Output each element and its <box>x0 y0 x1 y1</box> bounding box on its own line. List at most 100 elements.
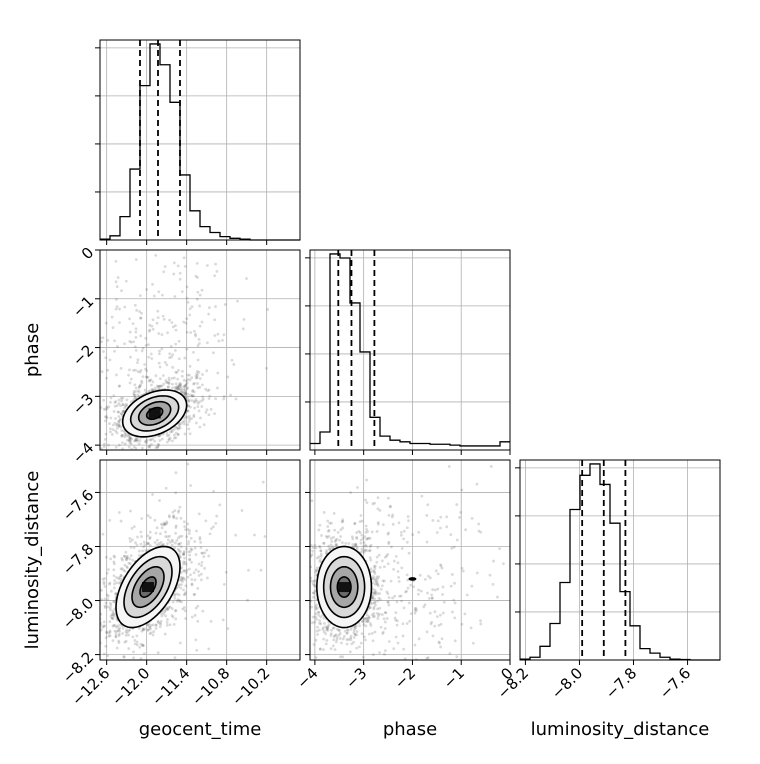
scatter-point <box>425 514 429 517</box>
scatter-point <box>156 385 160 389</box>
scatter-point <box>186 542 190 546</box>
scatter-point <box>113 614 116 618</box>
scatter-point <box>165 606 169 610</box>
scatter-point <box>242 317 246 321</box>
scatter-point <box>117 415 121 418</box>
scatter-point <box>208 394 212 398</box>
scatter-point <box>103 597 107 601</box>
scatter-point <box>317 544 321 548</box>
scatter-point <box>373 593 377 596</box>
scatter-point <box>355 531 359 535</box>
contour-line <box>131 565 165 609</box>
scatter-point <box>127 439 131 443</box>
scatter-point <box>498 547 502 551</box>
scatter-point <box>363 548 367 552</box>
scatter-point <box>138 385 141 389</box>
x-axis-label-luminosity_distance: luminosity_distance <box>531 719 710 740</box>
scatter-point <box>312 595 316 599</box>
scatter-point <box>394 618 398 622</box>
scatter-point <box>170 377 174 380</box>
scatter-point <box>196 586 200 590</box>
scatter-point <box>330 540 334 543</box>
scatter-point <box>174 425 178 429</box>
scatter-point <box>222 333 226 337</box>
scatter-point <box>187 540 191 543</box>
scatter-point <box>180 571 183 574</box>
scatter-point <box>102 652 106 656</box>
scatter-point <box>380 559 384 563</box>
scatter-point <box>205 341 209 345</box>
scatter-point <box>364 619 367 623</box>
scatter-point <box>163 523 167 527</box>
scatter-point <box>177 388 180 391</box>
scatter-point <box>194 374 198 378</box>
scatter-point <box>123 569 127 573</box>
scatter-point <box>326 625 330 628</box>
scatter-point <box>177 357 181 361</box>
scatter-point <box>325 549 329 552</box>
scatter-point <box>196 382 199 385</box>
scatter-point <box>117 511 121 514</box>
scatter-point <box>430 593 434 597</box>
scatter-point <box>431 588 435 592</box>
scatter-point <box>245 277 248 280</box>
scatter-point <box>100 406 103 409</box>
scatter-point <box>107 443 111 447</box>
scatter-point <box>420 494 424 498</box>
scatter-point <box>365 478 368 482</box>
scatter-point <box>373 601 376 605</box>
scatter-point <box>163 632 167 636</box>
scatter-point <box>114 307 118 311</box>
scatter-point <box>112 568 116 572</box>
scatter-point <box>158 377 162 381</box>
scatter-point <box>100 588 103 592</box>
scatter-point <box>158 621 162 625</box>
scatter-point <box>433 610 437 614</box>
scatter-point <box>132 392 136 395</box>
x-tick-label: −4 <box>293 664 321 692</box>
scatter-point <box>132 525 136 528</box>
scatter-point <box>479 622 483 626</box>
scatter-point <box>177 509 181 513</box>
scatter-point <box>448 652 452 655</box>
scatter-point <box>154 531 158 535</box>
scatter-point <box>147 379 151 383</box>
scatter-point <box>139 316 143 320</box>
scatter-point <box>372 605 376 609</box>
scatter-point <box>132 650 135 654</box>
scatter-point <box>109 396 113 400</box>
scatter-point <box>168 605 172 609</box>
scatter-point <box>371 595 375 599</box>
scatter-point <box>318 546 322 549</box>
scatter-point <box>165 381 168 384</box>
scatter-point <box>193 593 197 596</box>
scatter-point <box>359 641 363 645</box>
scatter-point <box>118 384 121 388</box>
scatter-point <box>373 591 377 595</box>
scatter-point <box>176 598 180 602</box>
histogram-step-geocent_time <box>100 43 300 241</box>
scatter-point <box>150 443 153 446</box>
scatter-point <box>148 537 152 540</box>
scatter-point <box>133 439 137 443</box>
scatter-point <box>125 628 129 632</box>
scatter-point <box>157 434 161 438</box>
scatter-point <box>192 329 196 333</box>
scatter-point <box>427 597 431 600</box>
scatter-point <box>182 569 186 573</box>
scatter-point <box>352 631 356 635</box>
scatter-point <box>124 630 128 634</box>
scatter-point <box>163 610 167 614</box>
scatter-point <box>115 373 118 377</box>
scatter-point <box>193 540 197 543</box>
scatter-point <box>188 378 192 382</box>
scatter-point <box>319 615 323 619</box>
scatter-point <box>185 330 189 334</box>
scatter-point <box>371 502 375 506</box>
scatter-point <box>369 558 373 562</box>
scatter-point <box>465 593 469 597</box>
scatter-point <box>378 612 381 616</box>
scatter-point <box>183 417 187 420</box>
scatter-point <box>170 355 173 359</box>
scatter-point <box>186 575 190 579</box>
